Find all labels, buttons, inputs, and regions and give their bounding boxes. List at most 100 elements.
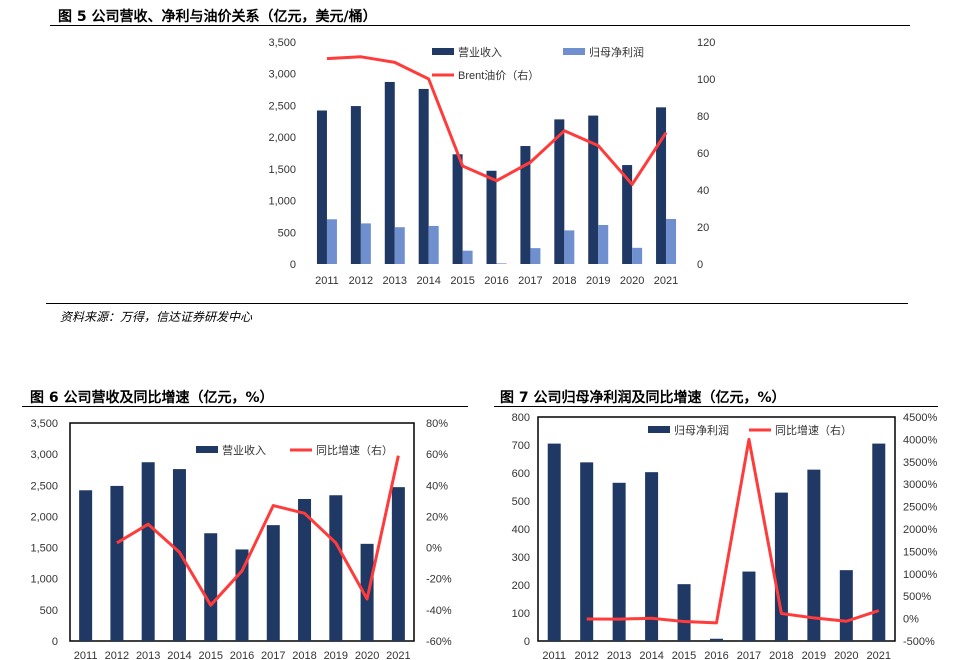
fig6-x-tick-label: 2017 bbox=[261, 650, 285, 660]
fig7-legend-label: 同比增速（右） bbox=[775, 423, 852, 437]
fig6-bar-primary bbox=[204, 533, 218, 641]
fig5-x-tick-label: 2012 bbox=[349, 275, 373, 287]
fig6-y-tick-label: 500 bbox=[40, 605, 58, 617]
fig6-x-tick-label: 2018 bbox=[292, 650, 316, 660]
fig5-x-tick-label: 2011 bbox=[315, 275, 339, 287]
fig7-y2-tick-label: 3500% bbox=[903, 457, 937, 469]
fig7-bar-primary bbox=[872, 443, 886, 641]
fig5-line-series bbox=[326, 55, 668, 186]
fig5-bar-primary bbox=[622, 165, 633, 264]
figure5-title: 图 5 公司营收、净利与油价关系（亿元，美元/桶） bbox=[58, 9, 377, 25]
fig5-y-tick-label: 1,500 bbox=[268, 164, 296, 176]
fig5-y2-tick-label: 120 bbox=[697, 37, 715, 49]
fig5-x-tick-label: 2014 bbox=[416, 275, 440, 287]
fig6-x-tick-label: 2012 bbox=[105, 650, 129, 660]
fig7-bar-primary bbox=[839, 570, 853, 641]
fig5-y2-tick-label: 100 bbox=[697, 74, 715, 86]
fig5-bar-primary bbox=[452, 154, 463, 264]
fig6-x-tick-label: 2016 bbox=[230, 650, 254, 660]
fig7-x-tick-label: 2018 bbox=[769, 650, 793, 660]
fig6-y2-tick-label: 0% bbox=[426, 543, 442, 555]
fig7-y2-tick-label: 2000% bbox=[903, 524, 937, 536]
fig6-x-tick-label: 2015 bbox=[198, 650, 222, 660]
fig7-x-tick-label: 2016 bbox=[704, 650, 728, 660]
fig6-y2-tick-label: 20% bbox=[426, 511, 448, 523]
figure7-title: 图 7 公司归母净利润及同比增速（亿元，%） bbox=[500, 390, 786, 406]
fig6-y2-tick-label: -20% bbox=[426, 574, 452, 586]
figure5-title-rule bbox=[50, 25, 910, 26]
fig5-bar-secondary bbox=[428, 225, 439, 264]
fig6-bar-primary bbox=[79, 490, 93, 641]
fig5-x-tick-label: 2015 bbox=[450, 275, 474, 287]
fig7-bar-primary bbox=[612, 482, 626, 641]
fig5-x-tick-label: 2016 bbox=[484, 275, 508, 287]
fig7-legend-label: 归母净利润 bbox=[674, 423, 729, 437]
figure7-title-rule bbox=[494, 406, 938, 407]
fig6-x-tick-label: 2020 bbox=[355, 650, 379, 660]
fig7-x-tick-label: 2011 bbox=[542, 650, 566, 660]
fig7-y-tick-label: 300 bbox=[512, 552, 530, 564]
fig6-bar-primary bbox=[141, 462, 155, 641]
fig7-y-tick-label: 700 bbox=[512, 440, 530, 452]
fig5-bar-primary bbox=[316, 110, 327, 264]
fig7-y2-tick-label: 3000% bbox=[903, 479, 937, 491]
fig7-y2-tick-label: 1500% bbox=[903, 546, 937, 558]
fig6-y-tick-label: 3,000 bbox=[30, 449, 58, 461]
fig7-y-tick-label: 100 bbox=[512, 608, 530, 620]
fig6-x-tick-label: 2013 bbox=[136, 650, 160, 660]
fig7-x-tick-label: 2013 bbox=[607, 650, 631, 660]
fig7-line-series bbox=[586, 437, 880, 625]
fig5-y2-tick-label: 0 bbox=[697, 259, 703, 271]
fig6-x-tick-label: 2019 bbox=[324, 650, 348, 660]
fig5-y-tick-label: 0 bbox=[290, 259, 296, 271]
fig5-legend-swatch bbox=[432, 48, 454, 55]
fig7-x-tick-label: 2012 bbox=[574, 650, 598, 660]
fig7-x-tick-label: 2014 bbox=[639, 650, 663, 660]
fig7-bar-primary bbox=[774, 492, 788, 641]
fig5-bar-secondary bbox=[632, 247, 643, 264]
fig6-line-series bbox=[116, 455, 400, 607]
fig5-bar-secondary bbox=[394, 227, 405, 264]
fig5-bar-secondary bbox=[360, 223, 371, 264]
fig6-legend-label: 同比增速（右） bbox=[316, 443, 393, 457]
fig6-bar-primary bbox=[110, 485, 124, 641]
fig7-bar-primary bbox=[645, 472, 659, 641]
fig7-y2-tick-label: 1000% bbox=[903, 569, 937, 581]
fig7-bar-primary bbox=[807, 469, 821, 641]
fig5-y-tick-label: 2,000 bbox=[268, 132, 296, 144]
fig6-y-tick-label: 3,500 bbox=[30, 418, 58, 430]
fig5-bar-primary bbox=[384, 81, 395, 265]
fig6-x-tick-label: 2021 bbox=[386, 650, 410, 660]
fig5-bar-secondary bbox=[598, 224, 609, 264]
fig5-bar-primary bbox=[520, 146, 531, 264]
fig6-x-tick-label: 2014 bbox=[167, 650, 191, 660]
fig7-x-tick-label: 2020 bbox=[834, 650, 858, 660]
fig6-legend-label: 营业收入 bbox=[222, 443, 266, 457]
fig7-y2-tick-label: -500% bbox=[903, 636, 935, 648]
fig6-y-tick-label: 1,000 bbox=[30, 574, 58, 586]
fig7-y-tick-label: 600 bbox=[512, 468, 530, 480]
fig5-bar-primary bbox=[486, 170, 497, 264]
fig5-bar-secondary bbox=[564, 230, 575, 264]
fig5-bar-primary bbox=[350, 106, 361, 264]
fig6-y2-tick-label: 40% bbox=[426, 480, 448, 492]
fig5-bar-secondary bbox=[666, 218, 677, 264]
fig6-y2-tick-label: 60% bbox=[426, 449, 448, 461]
fig6-bar-primary bbox=[391, 487, 405, 641]
fig6-y-tick-label: 2,500 bbox=[30, 480, 58, 492]
fig7-y-tick-label: 200 bbox=[512, 580, 530, 592]
fig5-y-tick-label: 3,000 bbox=[268, 69, 296, 81]
fig7-y2-tick-label: 2500% bbox=[903, 502, 937, 514]
fig5-bar-primary bbox=[418, 88, 429, 265]
fig7-y-tick-label: 400 bbox=[512, 524, 530, 536]
fig7-x-tick-label: 2017 bbox=[737, 650, 761, 660]
fig5-legend-label: 归母净利润 bbox=[589, 45, 644, 59]
figure5-bottom-rule bbox=[46, 303, 908, 304]
figure6-title: 图 6 公司营收及同比增速（亿元，%） bbox=[30, 390, 274, 406]
fig7-x-tick-label: 2021 bbox=[867, 650, 891, 660]
fig5-y2-tick-label: 80 bbox=[697, 111, 709, 123]
fig5-y-tick-label: 3,500 bbox=[268, 37, 296, 49]
